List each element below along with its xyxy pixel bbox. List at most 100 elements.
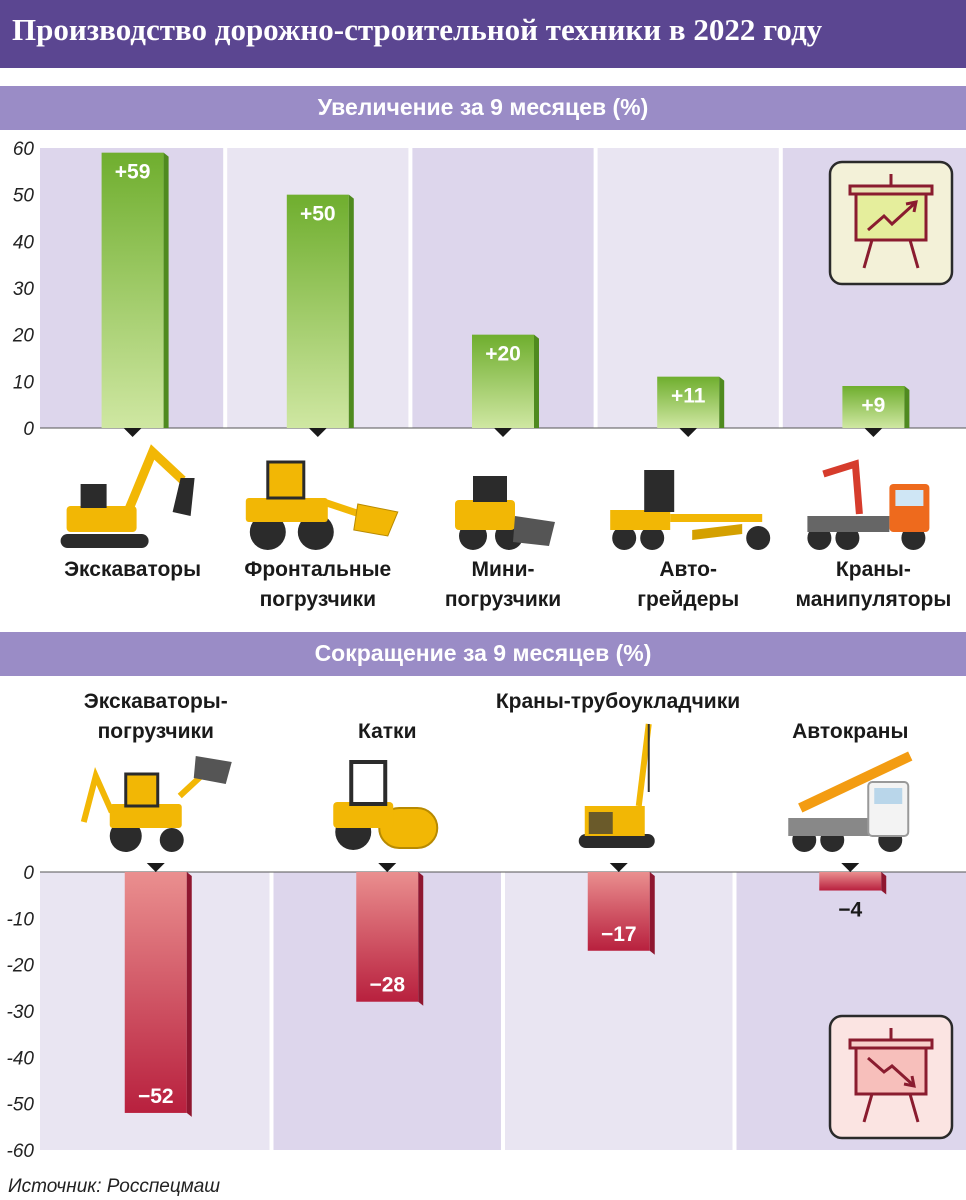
- grader-wheel-3: [746, 526, 771, 550]
- skid-bucket: [513, 516, 555, 546]
- increase-bar-side: [534, 334, 539, 428]
- grader-cab: [644, 470, 675, 512]
- decrease-bar: [124, 872, 187, 1113]
- decrease-bar: [819, 872, 882, 891]
- y-tick-label: -20: [7, 956, 35, 977]
- autocrane-chassis: [788, 818, 873, 836]
- machine-picture-backhoe: [80, 756, 232, 852]
- category-label: погрузчики: [445, 588, 561, 611]
- pipelayer-tracks: [578, 834, 655, 848]
- y-tick-label: 40: [13, 232, 35, 253]
- decrease-bar-side: [649, 872, 655, 955]
- decrease-bar-side: [186, 872, 192, 1117]
- y-tick-label: 50: [13, 186, 35, 207]
- manip-bed: [807, 516, 890, 532]
- pipelayer-cab: [588, 812, 613, 834]
- machine-picture-skid: [455, 476, 555, 550]
- category-label: погрузчики: [98, 720, 214, 743]
- category-label: погрузчики: [260, 588, 376, 611]
- excavator-tracks: [60, 534, 149, 548]
- decrease-bar-group: −4: [819, 863, 887, 922]
- skid-cab: [473, 476, 507, 502]
- increase-bar: [842, 386, 905, 428]
- y-tick-label: 20: [12, 326, 35, 347]
- decrease-chart: 0 -10 -20 -30 -40 -50 -60 −52 Экскаваторы-погруз…: [7, 690, 966, 1162]
- backhoe-wheel-front: [159, 828, 184, 852]
- backhoe-cab: [124, 772, 160, 808]
- chart-up-board-icon-leg-left: [862, 239, 874, 269]
- decrease-bar: [587, 872, 650, 951]
- source-note: Источник: Росспецмаш: [8, 1176, 221, 1197]
- machine-picture-roller: [333, 760, 439, 850]
- chart-down-board-icon-leg-left: [862, 1093, 874, 1123]
- loader-cab: [266, 460, 306, 500]
- increase-section-title: Увеличение за 9 месяцев (%): [317, 94, 649, 120]
- decrease-bar-side: [418, 872, 424, 1006]
- decrease-section-band: Сокращение за 9 месяцев (%): [0, 632, 966, 676]
- decrease-bar-value-label: −17: [601, 923, 637, 946]
- increase-bar: [101, 152, 164, 428]
- grader-frame: [670, 514, 763, 522]
- pipelayer-boom: [635, 723, 652, 807]
- category-label: грейдеры: [637, 588, 739, 611]
- chart-up-board-icon-trend-arrow: [905, 200, 918, 213]
- decrease-bar-group: −28: [356, 863, 424, 1006]
- increase-bar-group: +20: [472, 334, 539, 437]
- chart-up-board-icon-leg-right: [908, 239, 920, 269]
- increase-bar-side: [719, 376, 725, 428]
- backhoe-bucket: [193, 756, 232, 784]
- increase-bar-group: +11: [657, 376, 725, 437]
- loader-body: [245, 498, 328, 522]
- chart-down-board-icon-trend-line: [867, 1056, 914, 1086]
- pointer-triangle: [146, 863, 165, 872]
- increase-bar-value-label: +11: [671, 385, 706, 408]
- increase-bar-side: [348, 194, 354, 428]
- y-tick-label: -10: [7, 909, 35, 930]
- autocrane-boom: [798, 751, 913, 813]
- decrease-bar-value-label: −52: [138, 1085, 174, 1108]
- y-tick-label: 0: [23, 419, 34, 440]
- increase-bar: [286, 194, 349, 428]
- chart-up-board-icon-trend-line: [867, 202, 916, 232]
- category-label: Фронтальные: [244, 558, 391, 581]
- machine-picture-autocrane: [788, 751, 913, 852]
- category-label: Авто-: [659, 558, 717, 581]
- decrease-bar: [356, 872, 419, 1002]
- y-tick-label: -50: [7, 1095, 35, 1116]
- grader-wheel-1: [612, 526, 637, 550]
- decrease-bar-group: −17: [587, 863, 655, 955]
- increase-bar-group: +9: [842, 386, 910, 437]
- chart-down-board-icon-leg-right: [908, 1093, 920, 1123]
- chart-down-board-icon-trend-arrow: [903, 1075, 916, 1088]
- y-tick-label: 0: [23, 863, 34, 884]
- grader-engine: [610, 510, 671, 530]
- increase-bar-value-label: +59: [115, 161, 151, 184]
- decrease-section-title: Сокращение за 9 месяцев (%): [314, 640, 652, 666]
- excavator-cab: [80, 484, 107, 508]
- pointer-triangle: [378, 863, 397, 872]
- chart-down-board-icon-screen: [854, 1046, 928, 1096]
- decrease-bar-group: −52: [124, 863, 192, 1117]
- increase-bar-side: [163, 152, 169, 428]
- autocrane-window: [874, 788, 903, 804]
- backhoe-arm: [80, 766, 115, 823]
- pointer-triangle: [308, 428, 327, 437]
- pointer-triangle: [679, 428, 698, 437]
- decrease-bar-side: [881, 872, 887, 895]
- increase-bar-side: [904, 386, 910, 428]
- grader-wheel-2: [640, 526, 665, 550]
- y-tick-label: -60: [7, 1141, 35, 1162]
- chart-up-board-icon: [828, 160, 954, 286]
- category-label: Краны-: [836, 558, 911, 581]
- y-tick-label: 30: [13, 279, 35, 300]
- category-label: Катки: [358, 720, 416, 743]
- decrease-bar-value-label: −4: [838, 899, 862, 922]
- increase-bar-value-label: +9: [861, 394, 885, 417]
- chart-down-board-icon: [828, 1014, 954, 1140]
- machine-picture-crane-manip: [807, 459, 930, 550]
- increase-bar-value-label: +50: [300, 203, 336, 226]
- pointer-triangle: [494, 428, 512, 437]
- pointer-triangle: [123, 428, 142, 437]
- increase-bar-group: +59: [101, 152, 169, 437]
- pointer-triangle: [609, 863, 628, 872]
